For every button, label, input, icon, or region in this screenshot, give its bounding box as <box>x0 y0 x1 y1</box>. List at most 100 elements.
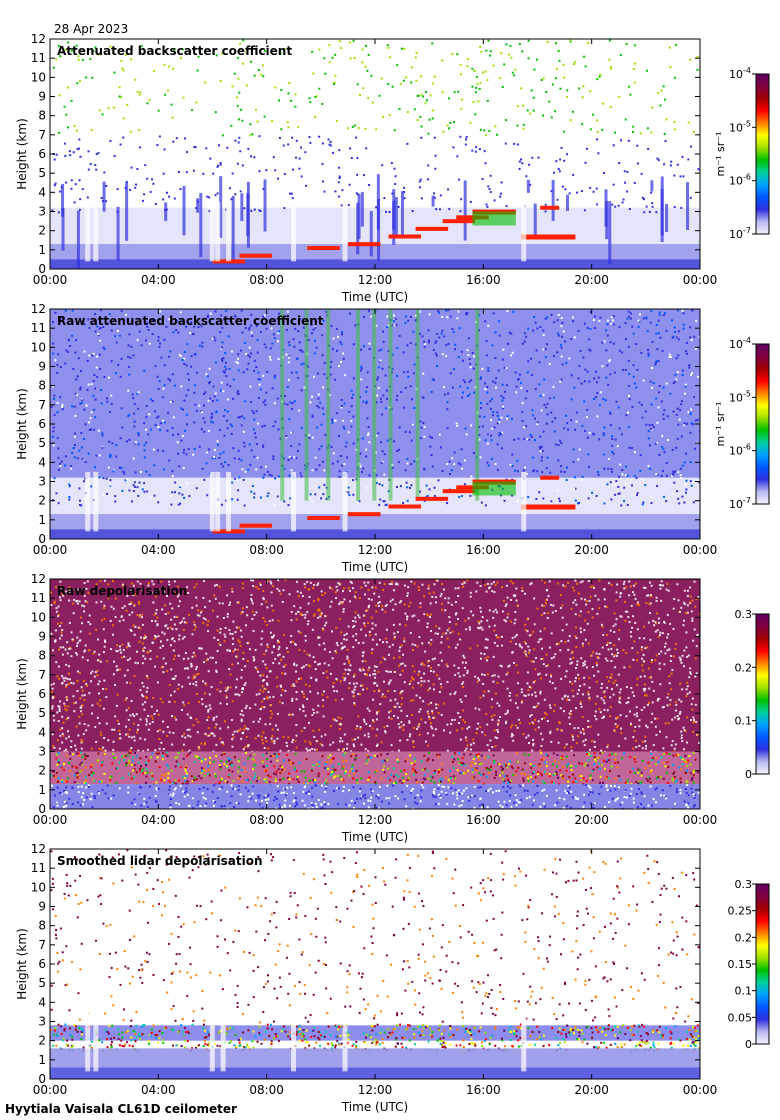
colorbar-tick-label: 0.2 <box>735 661 753 674</box>
y-tick-label: 9 <box>38 630 46 644</box>
y-tick-label: 12 <box>31 32 46 46</box>
y-tick-label: 0 <box>38 262 46 276</box>
y-axis-label: Height (km) <box>15 118 29 189</box>
y-tick-label: 0 <box>38 1072 46 1086</box>
colorbar-tick-label: 0.1 <box>735 715 753 728</box>
colorbar-tick-label: 10-4 <box>729 336 751 351</box>
x-tick-label: 12:00 <box>358 1083 393 1097</box>
colorbar-tick-label: 10-5 <box>729 119 751 134</box>
y-tick-label: 9 <box>38 360 46 374</box>
x-tick-label: 20:00 <box>574 1083 609 1097</box>
y-tick-label: 0 <box>38 532 46 546</box>
y-tick-label: 12 <box>31 572 46 586</box>
x-tick-label: 20:00 <box>574 543 609 557</box>
heatmap-field <box>50 39 700 269</box>
heatmap-field <box>50 309 700 539</box>
colorbar-tick-label: 0 <box>745 1038 752 1051</box>
y-tick-label: 5 <box>38 166 46 180</box>
y-tick-label: 7 <box>38 668 46 682</box>
x-tick-label: 08:00 <box>249 543 284 557</box>
heatmap-field <box>50 849 700 1079</box>
y-tick-label: 8 <box>38 379 46 393</box>
x-tick-label: 04:00 <box>141 543 176 557</box>
y-tick-label: 3 <box>38 475 46 489</box>
date-label: 28 Apr 2023 <box>54 22 128 36</box>
x-tick-label: 16:00 <box>466 813 501 827</box>
colorbar-tick-label: 10-4 <box>729 66 751 81</box>
x-axis-label: Time (UTC) <box>341 830 408 844</box>
y-tick-label: 7 <box>38 938 46 952</box>
colorbar-tick-label: 0.25 <box>728 905 753 918</box>
y-axis-label: Height (km) <box>15 658 29 729</box>
x-tick-label: 16:00 <box>466 273 501 287</box>
x-tick-label: 00:00 <box>683 813 718 827</box>
colorbar <box>755 343 770 505</box>
x-tick-label: 00:00 <box>33 543 68 557</box>
x-tick-label: 04:00 <box>141 1083 176 1097</box>
panel-title: Raw depolarisation <box>57 584 187 598</box>
y-tick-label: 2 <box>38 1034 46 1048</box>
y-tick-label: 11 <box>31 321 46 335</box>
y-tick-label: 5 <box>38 436 46 450</box>
y-tick-label: 9 <box>38 900 46 914</box>
y-tick-label: 6 <box>38 147 46 161</box>
colorbar-tick-label: 10-6 <box>729 443 751 458</box>
plot-frame <box>49 848 701 1080</box>
colorbar <box>755 883 770 1045</box>
y-tick-label: 8 <box>38 109 46 123</box>
colorbar <box>755 73 770 235</box>
x-axis-label: Time (UTC) <box>341 290 408 304</box>
x-tick-label: 08:00 <box>249 813 284 827</box>
y-tick-label: 10 <box>31 340 46 354</box>
y-tick-label: 10 <box>31 880 46 894</box>
y-tick-label: 8 <box>38 649 46 663</box>
y-tick-label: 7 <box>38 398 46 412</box>
y-tick-label: 11 <box>31 51 46 65</box>
x-tick-label: 12:00 <box>358 273 393 287</box>
y-tick-label: 5 <box>38 976 46 990</box>
y-tick-label: 0 <box>38 802 46 816</box>
y-axis-label: Height (km) <box>15 928 29 999</box>
y-tick-label: 1 <box>38 513 46 527</box>
colorbar-tick-label: 0.1 <box>735 985 753 998</box>
x-tick-label: 16:00 <box>466 543 501 557</box>
y-tick-label: 3 <box>38 205 46 219</box>
y-tick-label: 9 <box>38 90 46 104</box>
colorbar-tick-label: 0.3 <box>735 608 753 621</box>
panel-1: Attenuated backscatter coefficient012345… <box>15 32 770 304</box>
x-tick-label: 04:00 <box>141 273 176 287</box>
x-tick-label: 00:00 <box>683 543 718 557</box>
y-tick-label: 5 <box>38 706 46 720</box>
y-tick-label: 6 <box>38 417 46 431</box>
colorbar-tick-label: 10-5 <box>729 389 751 404</box>
panel-title: Attenuated backscatter coefficient <box>57 44 292 58</box>
y-tick-label: 3 <box>38 745 46 759</box>
colorbar-tick-label: 0.05 <box>728 1011 753 1024</box>
y-tick-label: 11 <box>31 591 46 605</box>
x-axis-label: Time (UTC) <box>341 560 408 574</box>
colorbar-tick-label: 0.15 <box>728 958 753 971</box>
colorbar-tick-label: 10-7 <box>729 226 751 241</box>
colorbar <box>755 613 770 775</box>
colorbar-units: m⁻¹ sr⁻¹ <box>714 132 727 177</box>
x-tick-label: 00:00 <box>683 1083 718 1097</box>
x-tick-label: 20:00 <box>574 273 609 287</box>
x-tick-label: 12:00 <box>358 813 393 827</box>
footer-label: Hyytiala Vaisala CL61D ceilometer <box>5 1102 237 1116</box>
y-tick-label: 2 <box>38 764 46 778</box>
heatmap-field <box>50 579 700 809</box>
x-tick-label: 08:00 <box>249 273 284 287</box>
colorbar-tick-label: 10-6 <box>729 173 751 188</box>
y-tick-label: 4 <box>38 995 46 1009</box>
y-tick-label: 1 <box>38 783 46 797</box>
y-axis-label: Height (km) <box>15 388 29 459</box>
y-tick-label: 8 <box>38 919 46 933</box>
y-tick-label: 11 <box>31 861 46 875</box>
colorbar-tick-label: 0 <box>745 768 752 781</box>
colorbar-tick-label: 10-7 <box>729 496 751 511</box>
colorbar-tick-label: 0.3 <box>735 878 753 891</box>
x-tick-label: 00:00 <box>33 813 68 827</box>
y-tick-label: 1 <box>38 1053 46 1067</box>
panel-title: Smoothed lidar depolarisation <box>57 854 263 868</box>
